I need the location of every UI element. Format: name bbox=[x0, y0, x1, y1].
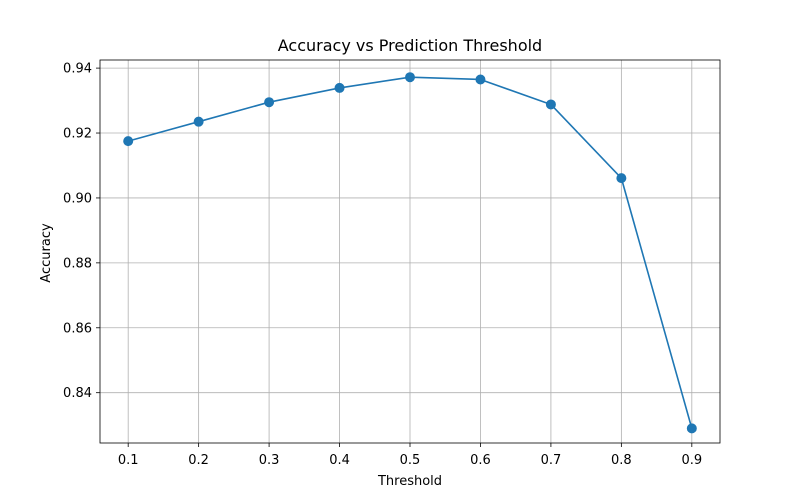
x-tick-label: 0.4 bbox=[329, 453, 350, 468]
data-point bbox=[686, 423, 697, 434]
x-tick-label: 0.3 bbox=[259, 453, 280, 468]
data-point bbox=[264, 97, 275, 108]
y-tick-label: 0.86 bbox=[63, 321, 92, 336]
x-tick-label: 0.1 bbox=[118, 453, 139, 468]
data-point bbox=[193, 116, 204, 127]
y-tick-label: 0.90 bbox=[63, 191, 92, 206]
data-point bbox=[334, 82, 345, 93]
x-axis-label: Threshold bbox=[377, 474, 442, 489]
data-point bbox=[405, 72, 415, 83]
data-point bbox=[123, 136, 134, 147]
data-point bbox=[545, 99, 556, 110]
plot-frame bbox=[99, 59, 721, 444]
y-tick-label: 0.92 bbox=[63, 127, 92, 142]
x-tick-label: 0.6 bbox=[470, 453, 491, 468]
x-tick-label: 0.7 bbox=[541, 453, 562, 468]
data-point bbox=[475, 74, 486, 85]
x-tick-label: 0.8 bbox=[611, 453, 632, 468]
y-tick-label: 0.88 bbox=[63, 256, 92, 271]
chart-title: Accuracy vs Prediction Threshold bbox=[278, 36, 542, 55]
axes: 0.1 0.2 0.3 0.4 0.5 0.6 0.7 0.8 0.9 0.84 0.86 0.88 0… bbox=[63, 59, 721, 468]
data-point bbox=[616, 173, 627, 184]
x-tick-label: 0.2 bbox=[188, 453, 209, 468]
x-tick-label: 0.9 bbox=[681, 453, 702, 468]
x-tick-label: 0.5 bbox=[400, 453, 421, 468]
grid-lines bbox=[100, 60, 720, 443]
y-tick-label: 0.94 bbox=[63, 62, 92, 77]
y-tick-label: 0.84 bbox=[63, 386, 92, 401]
series-layer bbox=[123, 72, 697, 434]
y-axis-label: Accuracy bbox=[39, 223, 54, 283]
